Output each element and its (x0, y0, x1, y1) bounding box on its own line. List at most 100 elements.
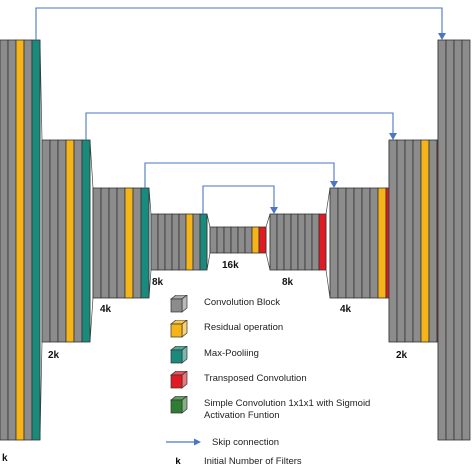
conv-slab (276, 213, 285, 271)
conv-slab (209, 226, 218, 254)
conv-slab (353, 187, 363, 299)
layer-group-dec-2 (388, 139, 446, 343)
label-enc-1: k (2, 453, 8, 464)
legend-label-sigmoid: Simple Convolution 1x1x1 with Sigmoid Ac… (204, 398, 371, 421)
gray-cube-icon (168, 295, 188, 313)
conv-slab (73, 139, 83, 343)
green-cube-icon (168, 396, 188, 414)
layer-group-enc-3 (92, 187, 150, 299)
residual-slab (185, 213, 194, 271)
level-labels: k 2k 4k 8k 16k 8k 4k 2k (2, 260, 408, 464)
conv-slab (345, 187, 355, 299)
legend-item-k: k Initial Number of Filters (168, 455, 302, 468)
legend-item-maxpool: Max-Pooliing (168, 346, 259, 364)
legend-label-maxpool: Max-Pooliing (204, 348, 259, 359)
conv-slab (7, 39, 17, 441)
conv-slab (304, 213, 313, 271)
skip-connection-arrow (35, 7, 446, 40)
legend-item-transposed: Transposed Convolution (168, 371, 307, 389)
conv-slab (244, 226, 253, 254)
layer-blocks (0, 39, 471, 441)
maxpool-slab (31, 39, 41, 441)
transposed-slab (318, 213, 327, 271)
conv-slab (164, 213, 173, 271)
label-dec-2: 2k (396, 350, 408, 361)
layer-group-dec-4 (269, 213, 327, 271)
legend-k-symbol: k (175, 456, 181, 467)
conv-slab (461, 39, 471, 441)
conv-slab (283, 213, 292, 271)
conv-slab (49, 139, 59, 343)
residual-slab (15, 39, 25, 441)
residual-slab (377, 187, 387, 299)
conv-slab (437, 39, 447, 441)
conv-slab (428, 139, 438, 343)
funnel-connector (206, 213, 211, 271)
conv-slab (216, 226, 225, 254)
layer-group-enc-1 (0, 39, 41, 441)
conv-slab (269, 213, 278, 271)
legend-label-conv: Convolution Block (204, 297, 281, 308)
residual-slab (124, 187, 134, 299)
label-bottleneck: 16k (222, 260, 239, 271)
conv-slab (0, 39, 9, 441)
yellow-cube-icon (168, 320, 188, 338)
conv-slab (150, 213, 159, 271)
conv-slab (157, 213, 166, 271)
conv-slab (223, 226, 232, 254)
residual-slab (65, 139, 75, 343)
conv-slab (388, 139, 398, 343)
label-enc-3: 4k (100, 304, 112, 315)
conv-slab (23, 39, 33, 441)
conv-slab (329, 187, 339, 299)
funnel-connector (325, 187, 331, 299)
label-enc-4: 8k (152, 277, 164, 288)
conv-slab (237, 226, 246, 254)
skip-connection-arrow (85, 112, 397, 140)
conv-slab (132, 187, 142, 299)
conv-slab (92, 187, 102, 299)
legend-item-sigmoid: Simple Convolution 1x1x1 with Sigmoid Ac… (168, 396, 370, 422)
legend-label-k: Initial Number of Filters (204, 456, 302, 467)
conv-slab (290, 213, 299, 271)
label-dec-4: 8k (282, 277, 294, 288)
conv-slab (171, 213, 180, 271)
conv-slab (369, 187, 379, 299)
conv-slab (192, 213, 201, 271)
conv-slab (453, 39, 463, 441)
layer-group-enc-2 (41, 139, 91, 343)
funnel-connector (265, 213, 271, 271)
legend-item-conv: Convolution Block (168, 295, 280, 313)
conv-slab (311, 213, 320, 271)
conv-slab (404, 139, 414, 343)
layer-group-dec-1 (437, 39, 471, 441)
conv-slab (230, 226, 239, 254)
conv-slab (412, 139, 422, 343)
label-enc-2: 2k (48, 350, 60, 361)
residual-slab (420, 139, 430, 343)
conv-slab (337, 187, 347, 299)
layer-group-enc-4 (150, 213, 208, 271)
label-dec-3: 4k (340, 304, 352, 315)
teal-cube-icon (168, 346, 188, 364)
conv-slab (361, 187, 371, 299)
conv-slab (100, 187, 110, 299)
funnel-connector (89, 139, 94, 343)
conv-slab (297, 213, 306, 271)
maxpool-slab (199, 213, 208, 271)
layer-group-dec-3 (329, 187, 395, 299)
arrow-icon (166, 438, 201, 446)
skip-connections (35, 7, 446, 214)
conv-slab (116, 187, 126, 299)
legend-label-transposed: Transposed Convolution (204, 373, 307, 384)
conv-slab (396, 139, 406, 343)
red-cube-icon (168, 371, 188, 389)
transposed-slab (258, 226, 267, 254)
maxpool-slab (81, 139, 91, 343)
residual-slab (251, 226, 260, 254)
conv-slab (41, 139, 51, 343)
legend-item-residual: Residual operation (168, 320, 283, 338)
skip-connection-arrow (144, 162, 338, 188)
legend-item-skip: Skip connection (164, 437, 279, 449)
